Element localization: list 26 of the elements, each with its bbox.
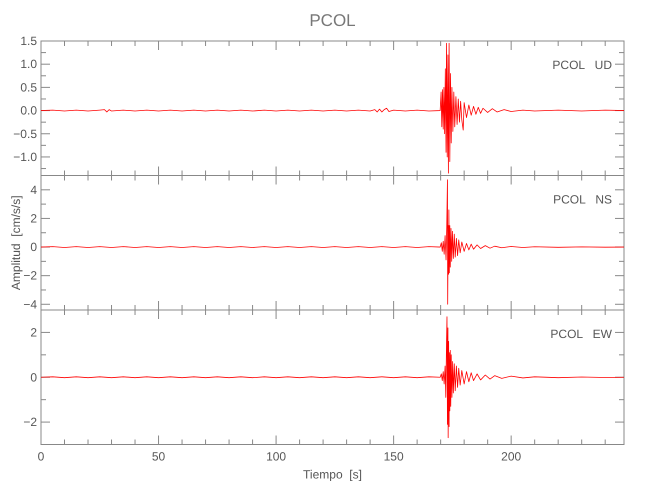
y-tick-label: 2 <box>30 211 38 226</box>
y-axis-title: Amplitud [cm/s/s] <box>9 195 23 290</box>
x-tick-label: 150 <box>384 450 404 464</box>
annotation: PCOL EW <box>550 327 613 341</box>
y-tick-label: 0 <box>30 370 38 384</box>
y-tick-label: 0 <box>30 240 38 254</box>
y-tick-label: −2 <box>23 415 38 430</box>
y-tick-label: 1.0 <box>20 57 38 72</box>
y-tick-label: −1.0 <box>13 150 38 164</box>
y-tick-label: 0.0 <box>20 104 38 118</box>
y-tick-label: 2 <box>30 325 38 340</box>
y-tick-label: −2 <box>23 268 38 283</box>
annotation: PCOL NS <box>553 192 612 206</box>
x-tick-label: 200 <box>501 450 522 464</box>
y-tick-label: 1.5 <box>20 34 38 48</box>
y-tick-label: 4 <box>30 182 38 197</box>
x-axis-title: Tiempo [s] <box>303 468 362 482</box>
y-tick-label: 0.5 <box>20 80 38 94</box>
y-tick-label: −4 <box>23 297 38 312</box>
chart-title: PCOL <box>309 11 356 30</box>
annotation: PCOL UD <box>552 58 612 72</box>
line-series <box>40 316 624 438</box>
x-tick-label: 50 <box>152 450 166 464</box>
x-tick-label: 100 <box>266 450 286 464</box>
line-series <box>40 179 624 305</box>
y-tick-label: −0.5 <box>13 126 38 141</box>
